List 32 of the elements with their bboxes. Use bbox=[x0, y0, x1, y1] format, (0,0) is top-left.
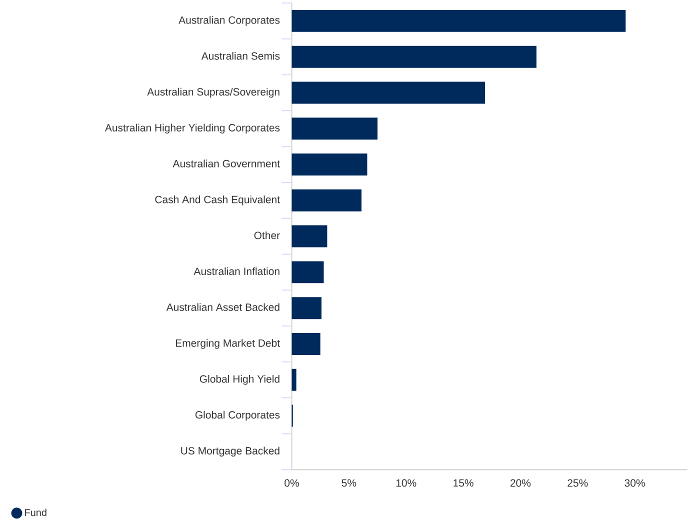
bar bbox=[292, 190, 362, 212]
bar bbox=[292, 226, 328, 248]
y-tick-label: Australian Supras/Sovereign bbox=[147, 88, 280, 98]
x-tick-label: 30% bbox=[624, 480, 645, 487]
x-tick-label: 20% bbox=[510, 480, 531, 487]
y-tick-label: Australian Inflation bbox=[194, 268, 280, 276]
bar bbox=[292, 333, 320, 356]
y-tick-label: Australian Government bbox=[172, 160, 280, 168]
bar bbox=[292, 118, 378, 140]
y-tick-label: Emerging Market Debt bbox=[176, 339, 280, 350]
y-tick-label: Australian Semis bbox=[201, 52, 280, 60]
bar bbox=[292, 46, 536, 68]
bar bbox=[292, 10, 626, 32]
bar bbox=[292, 82, 485, 104]
x-tick-label: 0% bbox=[284, 480, 299, 487]
x-tick-label: 25% bbox=[568, 480, 588, 487]
legend-label: Fund bbox=[25, 508, 46, 516]
x-tick-label: 10% bbox=[396, 480, 416, 487]
bar bbox=[292, 154, 368, 176]
x-tick-label: 15% bbox=[454, 480, 474, 487]
y-tick-label: Global Corporates bbox=[195, 411, 280, 421]
y-tick-label: Australian Corporates bbox=[178, 16, 280, 26]
x-tick-label: 5% bbox=[342, 480, 356, 487]
y-tick-label: Cash And Cash Equivalent bbox=[155, 196, 280, 206]
y-tick-label: Australian Higher Yielding Corporates bbox=[104, 124, 280, 134]
bar bbox=[292, 261, 324, 284]
y-tick-label: Global High Yield bbox=[200, 375, 280, 386]
bar bbox=[292, 369, 296, 392]
y-tick-label: Other bbox=[254, 232, 280, 240]
bar bbox=[292, 297, 322, 320]
y-tick-label: US Mortgage Backed bbox=[181, 447, 280, 457]
y-tick-label: Australian Asset Backed bbox=[166, 303, 280, 312]
